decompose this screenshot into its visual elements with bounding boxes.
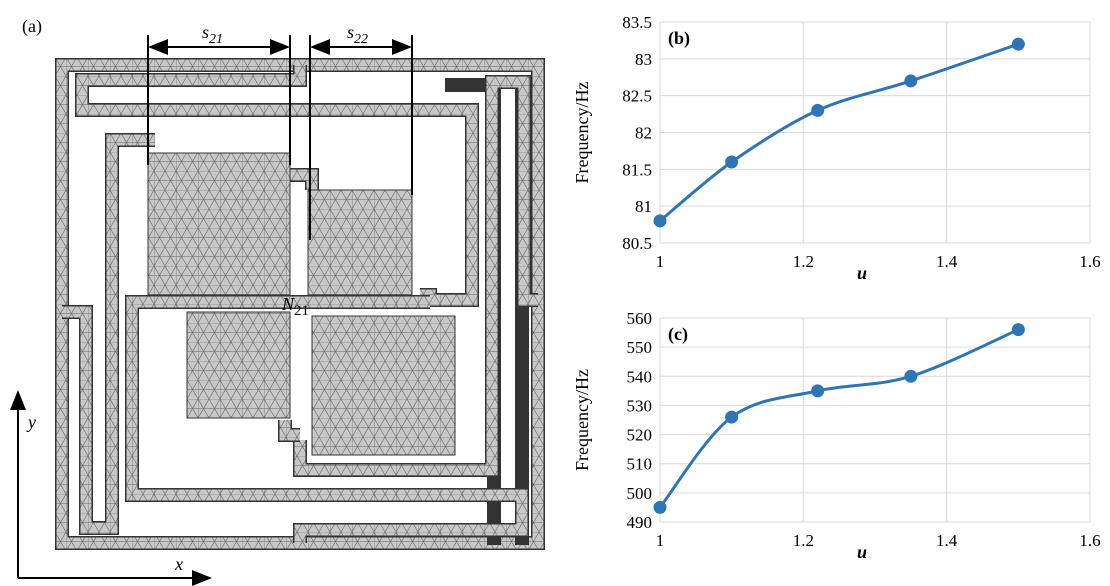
- y-axis-title: Frequency/Hz: [572, 369, 592, 471]
- axis-label: x: [174, 554, 183, 574]
- x-tick-label: 1.4: [936, 531, 958, 550]
- panel-label: (a): [22, 16, 42, 37]
- x-tick-label: 1.2: [793, 531, 814, 550]
- x-tick-label: 1.6: [1079, 531, 1100, 550]
- dimension-label: s22: [347, 22, 368, 47]
- structure-diagram: (a) s21 s22 N21 y x: [18, 16, 538, 578]
- x-tick-label: 1: [656, 252, 665, 271]
- axis-label: y: [26, 412, 36, 432]
- y-tick-label: 83: [635, 50, 652, 69]
- y-tick-label: 82.5: [622, 87, 652, 106]
- data-point: [904, 74, 917, 87]
- data-point: [1012, 323, 1025, 336]
- y-tick-label: 81.5: [622, 160, 652, 179]
- y-tick-label: 530: [627, 396, 653, 415]
- subscript: 21: [294, 303, 309, 319]
- y-tick-label: 490: [627, 513, 653, 532]
- x-tick-label: 1.6: [1079, 252, 1100, 271]
- x-axis-title: u: [857, 263, 867, 283]
- chart: 80.5 81 81.5 82 82.5 83 83.5 1 1.2 1.4 1.6 (b) Frequ…: [572, 13, 1101, 283]
- y-tick-label: 500: [627, 484, 653, 503]
- y-tick-label: 80.5: [622, 234, 652, 253]
- x-axis-title: u: [857, 542, 867, 562]
- y-tick-label: 550: [627, 338, 653, 357]
- data-point: [725, 411, 738, 424]
- y-tick-label: 510: [627, 455, 653, 474]
- data-point: [811, 384, 824, 397]
- data-point: [654, 214, 667, 227]
- y-tick-label: 81: [635, 197, 652, 216]
- x-tick-label: 1.4: [936, 252, 958, 271]
- y-tick-label: 520: [627, 426, 653, 445]
- y-tick-label: 82: [635, 124, 652, 143]
- data-point: [1012, 38, 1025, 51]
- data-point: [811, 104, 824, 117]
- y-tick-label: 83.5: [622, 13, 652, 32]
- x-tick-label: 1: [656, 531, 665, 550]
- data-point: [904, 370, 917, 383]
- symbol: s: [202, 22, 209, 42]
- chart: 490 500 510 520 530 540 550 560 1 1.2 1.4 1.6 (c) Fre…: [572, 309, 1101, 562]
- panel-label: (b): [668, 28, 690, 49]
- x-tick-label: 1.2: [793, 252, 814, 271]
- symbol: s: [347, 22, 354, 42]
- data-point: [654, 501, 667, 514]
- y-tick-label: 540: [627, 367, 653, 386]
- series-line: [660, 330, 1018, 508]
- panel-label: (c): [668, 324, 688, 345]
- data-point: [725, 155, 738, 168]
- symbol: N: [281, 294, 295, 314]
- subscript: 21: [209, 32, 223, 47]
- y-tick-label: 560: [627, 309, 653, 328]
- dimension-label: s21: [202, 22, 223, 47]
- y-axis-title: Frequency/Hz: [572, 82, 592, 184]
- figure: (a) s21 s22 N21 y x 80.58181.58282.58383…: [0, 0, 1110, 586]
- subscript: 22: [354, 32, 368, 47]
